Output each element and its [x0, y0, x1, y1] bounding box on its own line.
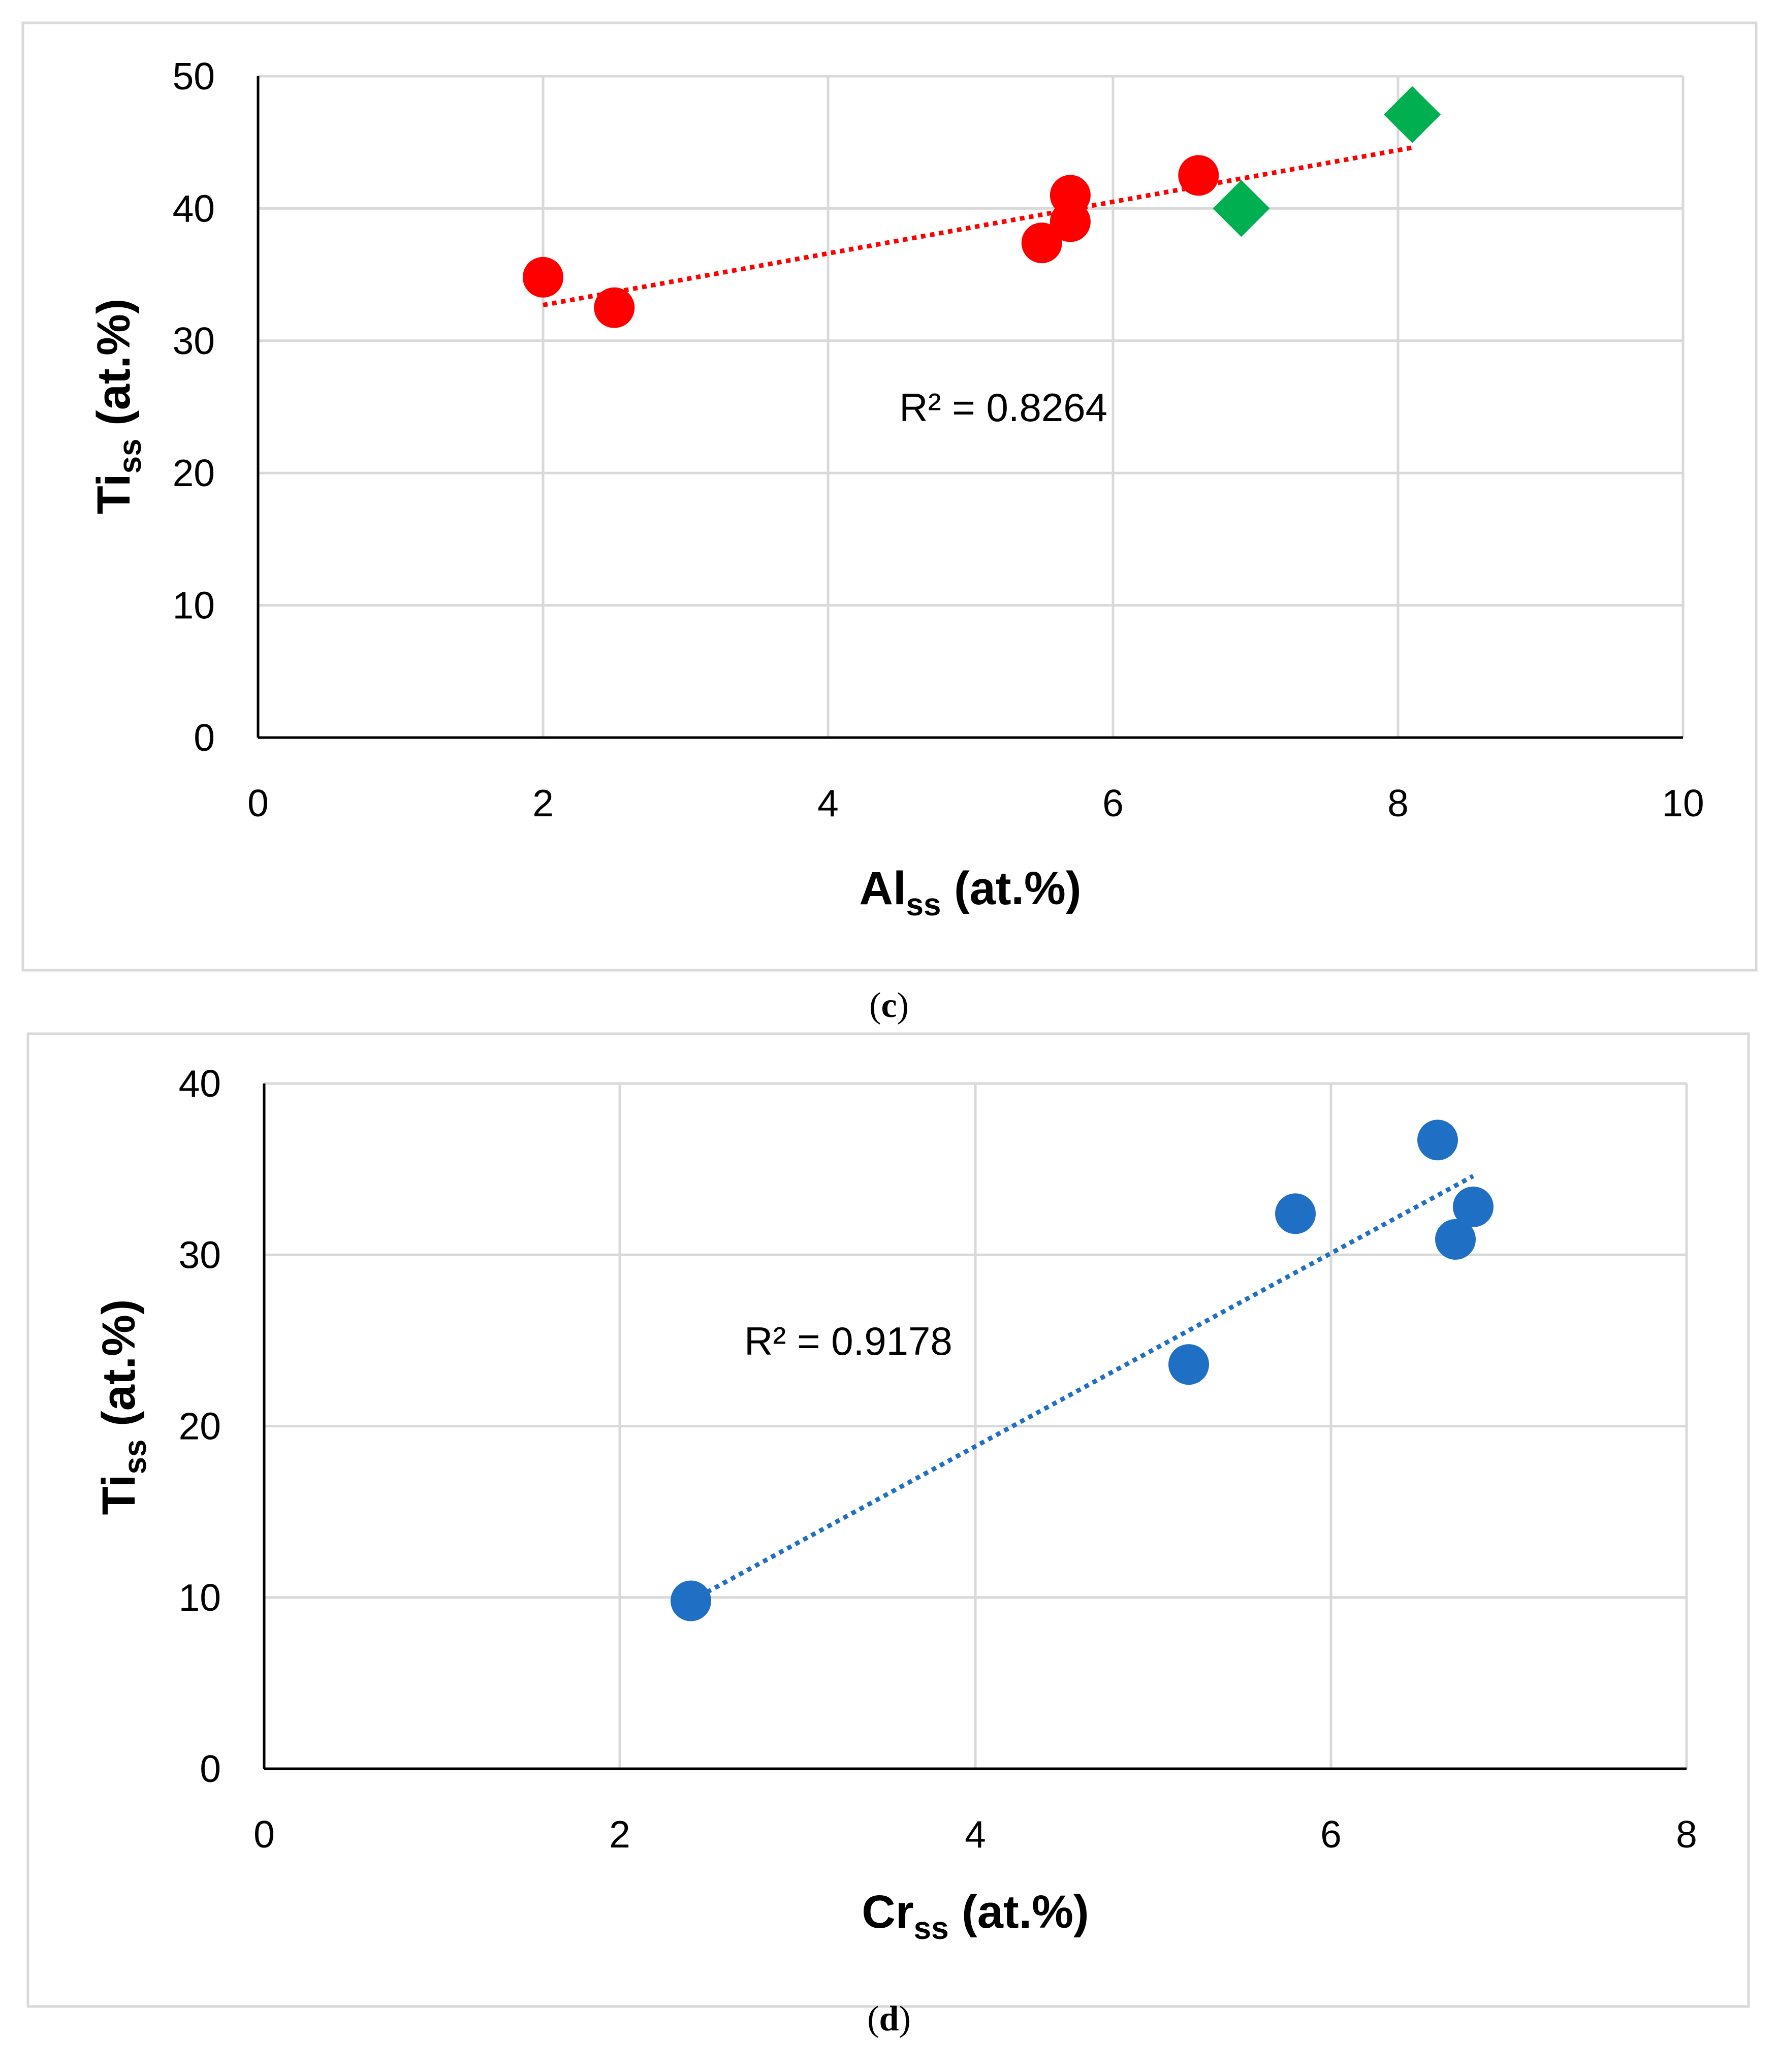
- chart-d-caption-letter: d: [879, 1999, 899, 2038]
- chart-c-caption: (c): [869, 986, 909, 1025]
- chart-d-y-label-sub: ss: [118, 1439, 153, 1474]
- chart-panel-c: 0 2 4 6 8 10 0 10 20 30 40 50 R² = 0.8264 Alss (at.…: [0, 0, 1778, 1025]
- chart-d-y-label-unit: (at.%): [93, 1299, 145, 1439]
- chart-c-tick-labels: 0 2 4 6 8 10 0 10 20 30 40 50: [173, 55, 1704, 824]
- c-point-circles-5: [1178, 155, 1219, 196]
- chart-c-y-label-unit: (at.%): [88, 298, 140, 438]
- chart-d-frame: [26, 1032, 1750, 2008]
- d-y-tick-label-1: 10: [179, 1576, 221, 1619]
- c-x-tick-label-2: 4: [817, 782, 839, 824]
- c-x-tick-label-0: 0: [247, 782, 269, 824]
- chart-c-x-label-unit: (at.%): [941, 863, 1081, 914]
- chart-c-x-axis-label: Alss (at.%): [860, 863, 1082, 922]
- d-point-circles-4: [1435, 1219, 1476, 1260]
- c-x-tick-label-3: 6: [1102, 782, 1124, 824]
- d-point-circles-5: [1453, 1186, 1494, 1227]
- chart-c-r2-annotation: R² = 0.8264: [899, 385, 1107, 430]
- chart-c-x-label-sub: ss: [906, 887, 941, 922]
- chart-c-frame: [21, 21, 1758, 972]
- chart-c-caption-letter: c: [881, 986, 897, 1025]
- chart-d-x-label-sub: ss: [914, 1911, 949, 1946]
- c-y-tick-label-0: 0: [194, 716, 215, 759]
- c-y-tick-label-2: 20: [173, 452, 215, 494]
- chart-c-x-label-main: Al: [860, 863, 906, 914]
- chart-c-gridlines: [258, 75, 1685, 738]
- chart-c-y-label-main: Ti: [88, 473, 140, 514]
- c-x-tick-label-1: 2: [532, 782, 554, 824]
- chart-c-trendline: [543, 145, 1413, 307]
- d-y-tick-label-3: 30: [179, 1233, 221, 1276]
- d-y-tick-label-4: 40: [179, 1062, 221, 1105]
- d-y-tick-label-2: 20: [179, 1405, 221, 1448]
- d-trendline-line: [689, 1174, 1475, 1603]
- c-x-tick-label-5: 10: [1662, 782, 1704, 824]
- c-point-circles-2: [1021, 222, 1062, 264]
- d-point-circles-1: [1168, 1344, 1209, 1385]
- c-y-tick-label-4: 40: [173, 187, 215, 230]
- chart-d-y-label-main: Ti: [93, 1474, 145, 1515]
- chart-d-x-axis-label: Crss (at.%): [862, 1886, 1089, 1946]
- chart-d-x-label-unit: (at.%): [949, 1886, 1089, 1938]
- d-x-tick-label-2: 4: [965, 1813, 986, 1856]
- d-point-circles-0: [671, 1580, 711, 1621]
- d-x-tick-label-0: 0: [253, 1813, 275, 1856]
- d-y-tick-label-0: 0: [200, 1747, 221, 1790]
- d-point-circles-2: [1275, 1193, 1316, 1234]
- d-x-tick-label-3: 6: [1320, 1813, 1342, 1856]
- chart-c-markers: [523, 86, 1441, 328]
- d-x-tick-label-4: 8: [1676, 1813, 1697, 1856]
- c-point-circles-4: [1050, 201, 1091, 242]
- chart-d-axes: [263, 1083, 1687, 1770]
- d-point-circles-3: [1417, 1120, 1458, 1161]
- d-x-tick-label-1: 2: [609, 1813, 630, 1856]
- chart-d-tick-labels: 0 2 4 6 8 0 10 20 30 40: [179, 1062, 1697, 1856]
- c-point-circles-1: [594, 287, 635, 328]
- c-point-circles-0: [523, 257, 563, 298]
- chart-d-markers: [671, 1120, 1494, 1621]
- chart-c-y-axis-label: Tiss (at.%): [88, 298, 148, 514]
- c-trendline-line: [543, 145, 1413, 307]
- chart-panel-d: 0 2 4 6 8 0 10 20 30 40 R² = 0.9178 Crss (at.%) T…: [0, 1031, 1778, 2072]
- chart-d-y-axis-label: Tiss (at.%): [93, 1299, 153, 1515]
- c-x-tick-label-4: 8: [1387, 782, 1409, 824]
- chart-c-axes: [257, 76, 1683, 739]
- chart-d-trendline: [689, 1174, 1475, 1603]
- c-y-tick-label-5: 50: [173, 55, 215, 98]
- c-y-tick-label-1: 10: [173, 584, 215, 627]
- chart-d-x-label-main: Cr: [862, 1886, 913, 1938]
- c-y-tick-label-3: 30: [173, 320, 215, 362]
- chart-c-y-label-sub: ss: [113, 438, 148, 473]
- chart-d-r2-annotation: R² = 0.9178: [744, 1319, 952, 1363]
- chart-d-caption: (d): [867, 1999, 911, 2038]
- c-point-diamonds-1: [1384, 86, 1441, 143]
- c-point-diamonds-0: [1213, 180, 1270, 237]
